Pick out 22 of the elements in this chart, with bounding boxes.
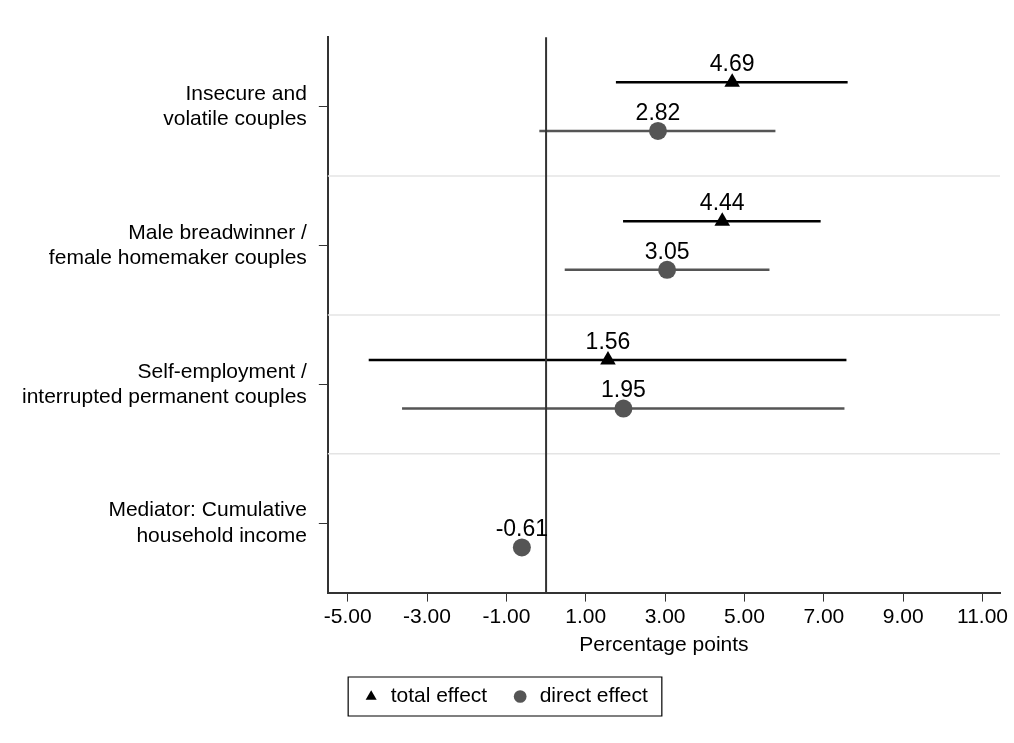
legend-label: direct effect xyxy=(539,683,648,707)
x-tick-label: 11.00 xyxy=(957,604,1009,627)
data-label: 4.44 xyxy=(699,189,745,216)
data-label: 4.69 xyxy=(709,50,755,77)
x-axis-title: Percentage points xyxy=(579,632,749,656)
data-label: 2.82 xyxy=(635,98,681,125)
x-tick-label: 5.00 xyxy=(724,604,765,627)
x-tick-label: -1.00 xyxy=(482,604,531,627)
y-tick-label: Insecure and volatile couples xyxy=(163,80,307,130)
x-tick-label: 3.00 xyxy=(644,604,686,627)
y-tick-label: Self-employment / interrupted permanent couples xyxy=(22,358,307,407)
x-tick-label: 1.00 xyxy=(565,604,607,627)
data-label: 1.95 xyxy=(601,376,646,403)
x-tick-label: -3.00 xyxy=(403,604,451,627)
data-label: 1.56 xyxy=(585,327,631,354)
x-tick-label: 9.00 xyxy=(882,604,924,627)
y-tick-label: Mediator: Cumulative household income xyxy=(108,497,307,546)
legend-label: total effect xyxy=(390,683,488,707)
data-label: 3.05 xyxy=(644,237,690,264)
x-tick-label: 7.00 xyxy=(803,604,845,627)
x-tick-label: -5.00 xyxy=(323,604,372,627)
y-tick-label: Male breadwinner / female homemaker couples xyxy=(48,219,308,268)
